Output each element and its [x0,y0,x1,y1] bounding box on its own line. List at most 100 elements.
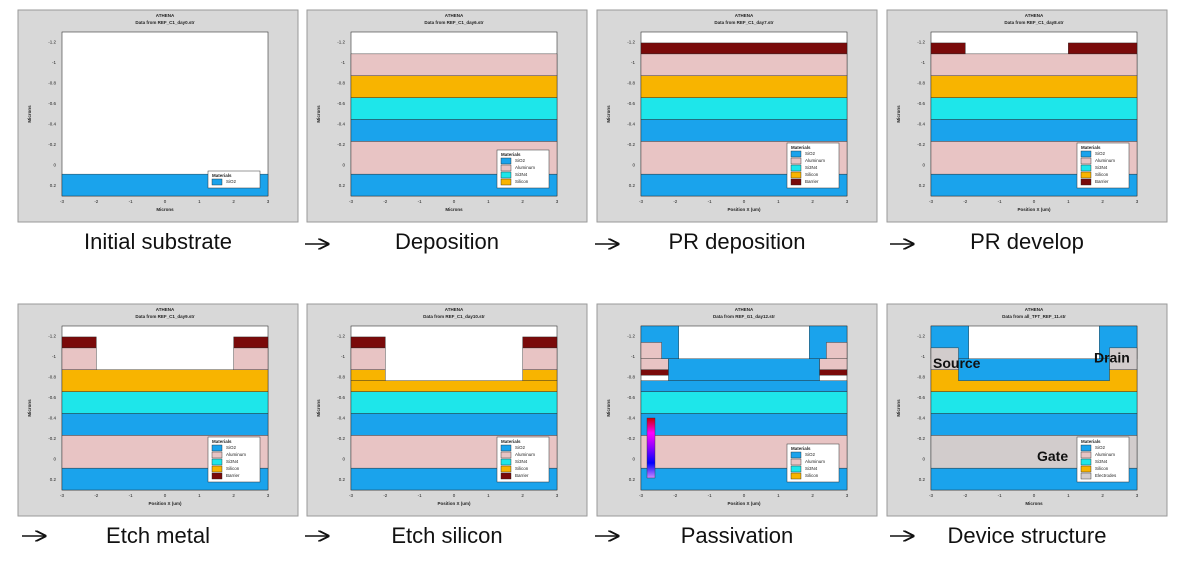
legend-swatch [1080,178,1092,186]
x-tick-label: -1 [708,493,712,498]
x-tick-label: -3 [349,493,353,498]
layer [640,369,669,376]
x-tick-label: -2 [963,199,967,204]
legend-swatch [790,171,802,179]
legend-label: Silicon [1095,466,1109,471]
x-tick-label: 0 [743,493,746,498]
y-tick-label: -0.4 [627,415,635,420]
y-tick-label: -1.2 [917,39,925,44]
x-axis-label: Position X (um) [1018,207,1052,212]
caption: Passivation [681,523,794,548]
layer [1109,347,1138,370]
x-tick-label: -3 [639,493,643,498]
panel-file: Data from all_TFT_REF_11.str [1002,314,1066,319]
layer [61,413,269,436]
legend-title: Materials [501,439,521,444]
y-tick-label: -0.2 [48,142,56,147]
x-tick-label: -1 [418,199,422,204]
legend-swatch [211,472,223,480]
y-tick-label: -0.6 [917,101,925,106]
x-tick-label: 1 [1067,493,1070,498]
x-tick-label: -2 [383,493,387,498]
x-axis-label: Position X (um) [728,207,762,212]
layer [61,347,97,370]
layer [640,97,848,120]
y-tick-label: -0.6 [337,101,345,106]
y-axis-label: Microns [606,399,611,417]
y-tick-label: -0.6 [627,395,635,400]
layer [350,75,558,98]
legend-label: Si3N4 [515,172,528,177]
panel-header: ATHENA [1025,13,1044,18]
x-tick-label: 2 [521,493,524,498]
legend-label: SiO2 [515,158,526,163]
x-tick-label: 2 [232,493,235,498]
annotation: Gate [1037,448,1068,464]
layer [930,42,966,55]
caption: Deposition [395,229,499,254]
legend-label: Aluminum [1095,452,1115,457]
legend-label: Electrodes [1095,473,1117,478]
x-tick-label: 2 [1101,493,1104,498]
y-tick-label: 0 [632,162,635,167]
y-tick-label: -0.6 [48,395,56,400]
legend-label: Si3N4 [1095,165,1108,170]
caption: PR develop [970,229,1084,254]
legend-swatch [500,171,512,179]
layer [930,119,1138,142]
legend-swatch [790,150,802,158]
y-axis-label: Microns [27,399,32,417]
y-axis-label: Microns [896,399,901,417]
panel-file: Data from REF_C1_day7.str [714,20,774,25]
x-tick-label: -3 [639,199,643,204]
x-tick-label: -2 [383,199,387,204]
panel-header: ATHENA [735,307,754,312]
panel: ATHENA Data from REF_C1_day0.str -1.2 -1 -0.… [17,9,299,254]
y-tick-label: -0.6 [337,395,345,400]
layer [350,119,558,142]
y-tick-label: 0.2 [339,477,346,482]
legend-swatch [1080,465,1092,473]
x-tick-label: 3 [846,199,849,204]
y-tick-label: -1 [52,354,56,359]
layer [930,347,959,370]
y-tick-label: -0.8 [627,374,635,379]
panel: ATHENA Data from all_TFT_REF_11.str -1.2 -1… [886,303,1168,548]
panel-header: ATHENA [735,13,754,18]
y-tick-label: -0.4 [917,121,925,126]
layer [350,53,558,76]
panel-header: ATHENA [156,307,175,312]
caption: Etch metal [106,523,210,548]
panel-file: Data from REF_C1_day6.str [424,20,484,25]
panel: ATHENA Data from REF_C1_day10.str -1.2 -1 -0… [306,303,588,548]
legend-label: Aluminum [805,459,825,464]
panel: ATHENA Data from REF_C1_day6.str -1.2 -1 -0.… [306,9,588,254]
y-tick-label: -1 [921,60,925,65]
y-tick-label: -1 [631,60,635,65]
legend-title: Materials [212,439,232,444]
legend-swatch [500,444,512,452]
x-tick-label: 1 [487,493,490,498]
layer [826,342,848,359]
y-tick-label: -0.8 [337,374,345,379]
x-tick-label: -3 [929,199,933,204]
x-tick-label: -2 [963,493,967,498]
layer [640,75,848,98]
layer [61,369,269,392]
legend-swatch [1080,157,1092,165]
layer [930,391,1138,414]
y-tick-label: -0.6 [917,395,925,400]
y-axis-label: Microns [606,105,611,123]
y-tick-label: -1.2 [627,39,635,44]
layer [61,391,269,414]
legend-label: SiO2 [805,151,816,156]
x-tick-label: 1 [198,493,201,498]
y-tick-label: -0.2 [627,436,635,441]
layer [233,347,269,370]
y-tick-label: 0.2 [339,183,346,188]
legend-swatch [790,164,802,172]
y-tick-label: 0 [632,456,635,461]
legend-label: Silicon [1095,172,1109,177]
y-tick-label: 0.2 [629,183,636,188]
